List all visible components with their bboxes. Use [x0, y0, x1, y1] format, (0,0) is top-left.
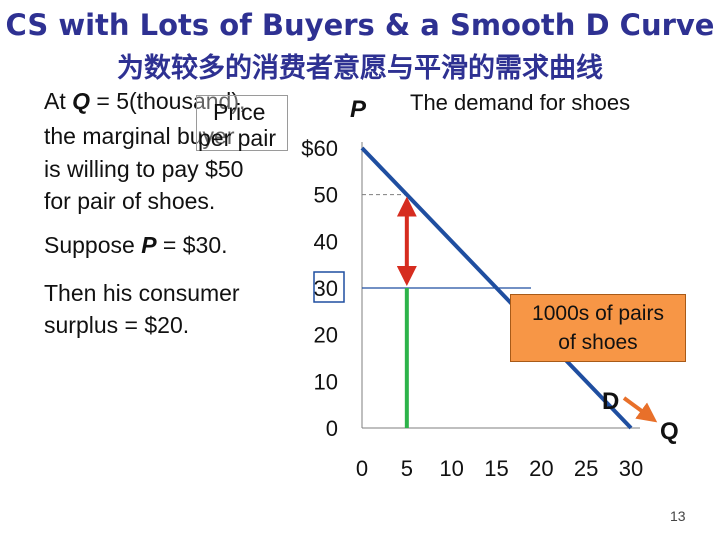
- y-tick-label: 50: [314, 183, 338, 208]
- suppose-text: Suppose P = $30.: [44, 232, 228, 258]
- price-label: Price: [213, 99, 266, 125]
- then-line-1: Then his consumer: [44, 280, 240, 306]
- y-tick-label: 10: [314, 369, 338, 394]
- q-axis-arrow: [622, 396, 658, 423]
- text-line-4: for pair of shoes.: [44, 188, 216, 214]
- x-tick-label: 25: [574, 456, 598, 481]
- x-tick-label: 15: [484, 456, 508, 481]
- demand-curve: [360, 146, 633, 430]
- text-line-2: the marginal buyer: [44, 123, 235, 149]
- x-tick-label: 10: [439, 456, 463, 481]
- y-tick-label: $60: [301, 136, 338, 161]
- price-tick-highlight: [313, 271, 345, 303]
- text-line-1: At Q = 5(thousand),: [44, 88, 246, 114]
- x-tick-label: 5: [401, 456, 413, 481]
- y-tick-label: 20: [314, 323, 338, 348]
- x-tick-label: 20: [529, 456, 553, 481]
- text-line-3: is willing to pay $50: [44, 156, 244, 182]
- then-line-2: surplus = $20.: [44, 312, 190, 338]
- chart-title: The demand for shoes: [410, 90, 631, 115]
- per-pair-label: per pair: [198, 125, 276, 151]
- slide-subtitle: 为数较多的消费者意愿与平滑的需求曲线: [117, 53, 603, 84]
- x-axis-label: Q: [660, 418, 679, 445]
- y-tick-label: 30: [314, 276, 338, 301]
- y-tick-label: 40: [314, 229, 338, 254]
- price-per-pair-box: [196, 95, 288, 151]
- page-number: 13: [670, 508, 686, 524]
- units-callout: 1000s of pairs of shoes: [510, 294, 686, 362]
- x-tick-label: 30: [619, 456, 643, 481]
- x-tick-label: 0: [356, 456, 368, 481]
- y-axis-label: P: [350, 96, 367, 123]
- y-tick-label: 0: [326, 416, 338, 441]
- demand-label: D: [602, 388, 620, 415]
- slide-title: CS with Lots of Buyers & a Smooth D Curv…: [5, 8, 715, 42]
